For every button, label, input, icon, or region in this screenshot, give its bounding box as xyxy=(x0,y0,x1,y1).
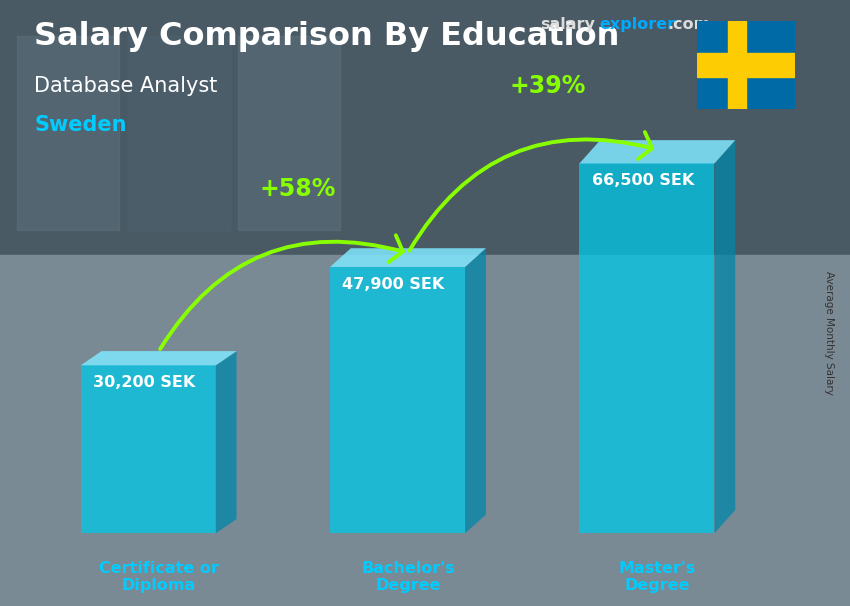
Text: Salary Comparison By Education: Salary Comparison By Education xyxy=(34,21,620,52)
Text: Certificate or
Diploma: Certificate or Diploma xyxy=(99,561,218,593)
Polygon shape xyxy=(330,248,486,267)
Bar xyxy=(0,0,850,255)
Bar xyxy=(697,53,795,77)
Text: .com: .com xyxy=(667,17,711,32)
Text: 66,500 SEK: 66,500 SEK xyxy=(592,173,694,188)
Bar xyxy=(330,267,465,533)
Text: explorer: explorer xyxy=(599,17,676,32)
Text: Sweden: Sweden xyxy=(34,115,127,135)
Text: Bachelor's
Degree: Bachelor's Degree xyxy=(361,561,455,593)
Text: Database Analyst: Database Analyst xyxy=(34,76,218,96)
Text: 30,200 SEK: 30,200 SEK xyxy=(93,375,196,390)
Bar xyxy=(17,36,119,230)
Text: Average Monthly Salary: Average Monthly Salary xyxy=(824,271,834,395)
Bar xyxy=(238,36,340,230)
Bar xyxy=(728,21,746,109)
Text: salary: salary xyxy=(540,17,595,32)
Text: +39%: +39% xyxy=(509,73,586,98)
Bar xyxy=(128,36,230,230)
Polygon shape xyxy=(216,351,236,533)
Polygon shape xyxy=(465,248,486,533)
Polygon shape xyxy=(580,140,735,164)
Bar xyxy=(81,365,216,533)
Polygon shape xyxy=(81,351,236,365)
Text: Master's
Degree: Master's Degree xyxy=(619,561,696,593)
Polygon shape xyxy=(715,140,735,533)
Bar xyxy=(580,164,715,533)
Text: +58%: +58% xyxy=(260,177,336,201)
Bar xyxy=(0,255,850,606)
Text: 47,900 SEK: 47,900 SEK xyxy=(343,277,445,292)
